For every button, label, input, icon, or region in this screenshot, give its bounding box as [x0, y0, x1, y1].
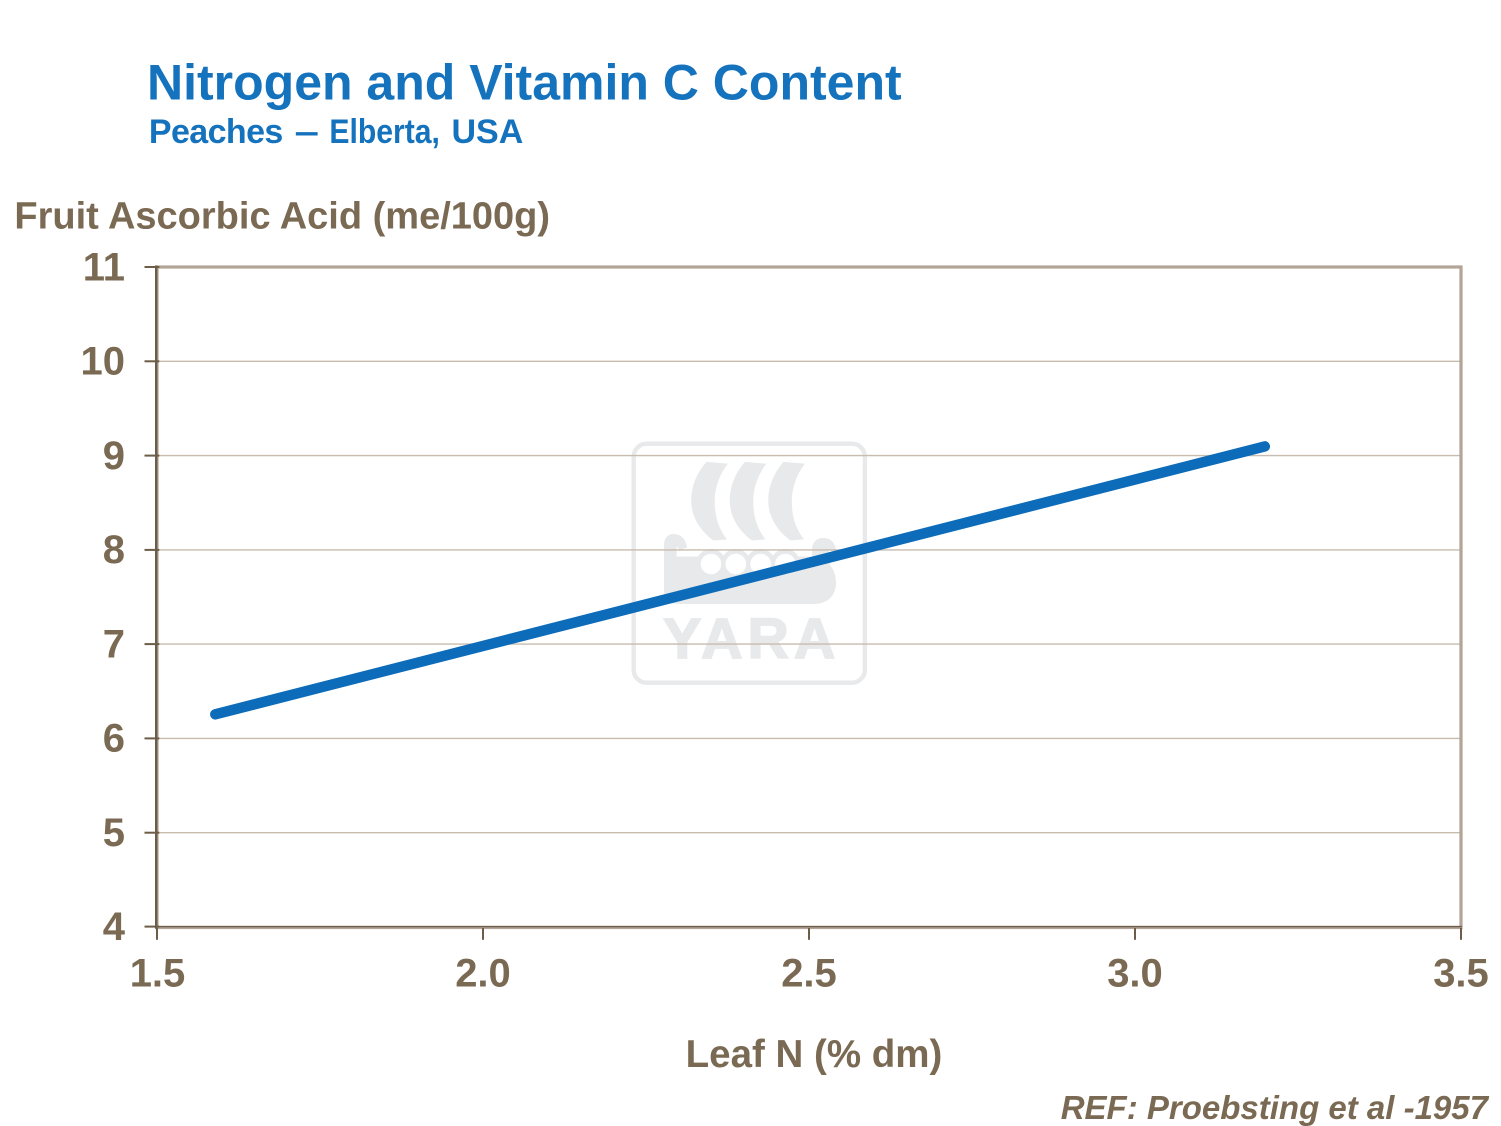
svg-text:4: 4 — [103, 905, 126, 949]
svg-text:5: 5 — [103, 811, 125, 855]
svg-text:3.0: 3.0 — [1107, 952, 1163, 996]
svg-text:8: 8 — [103, 528, 125, 572]
svg-text:2.0: 2.0 — [455, 952, 511, 996]
svg-text:1.5: 1.5 — [130, 952, 186, 996]
svg-text:REF: Proebsting et al -1957: REF: Proebsting et al -1957 — [1061, 1089, 1490, 1126]
svg-text:YARA: YARA — [663, 607, 840, 671]
svg-text:9: 9 — [103, 434, 125, 478]
svg-text:10: 10 — [81, 340, 126, 384]
svg-text:7: 7 — [103, 622, 125, 666]
svg-text:USA: USA — [452, 113, 524, 151]
svg-text:Fruit Ascorbic Acid (me/100g): Fruit Ascorbic Acid (me/100g) — [14, 195, 550, 237]
svg-text:–: – — [295, 113, 320, 151]
svg-text:Leaf N (% dm): Leaf N (% dm) — [686, 1033, 943, 1076]
svg-text:6: 6 — [103, 717, 125, 761]
svg-text:2.5: 2.5 — [781, 952, 837, 996]
svg-text:Elberta,: Elberta, — [329, 113, 440, 151]
svg-text:3.5: 3.5 — [1433, 952, 1489, 996]
svg-text:11: 11 — [83, 245, 125, 289]
svg-text:Peaches: Peaches — [149, 113, 283, 151]
svg-text:Nitrogen and Vitamin C Content: Nitrogen and Vitamin C Content — [147, 55, 902, 111]
